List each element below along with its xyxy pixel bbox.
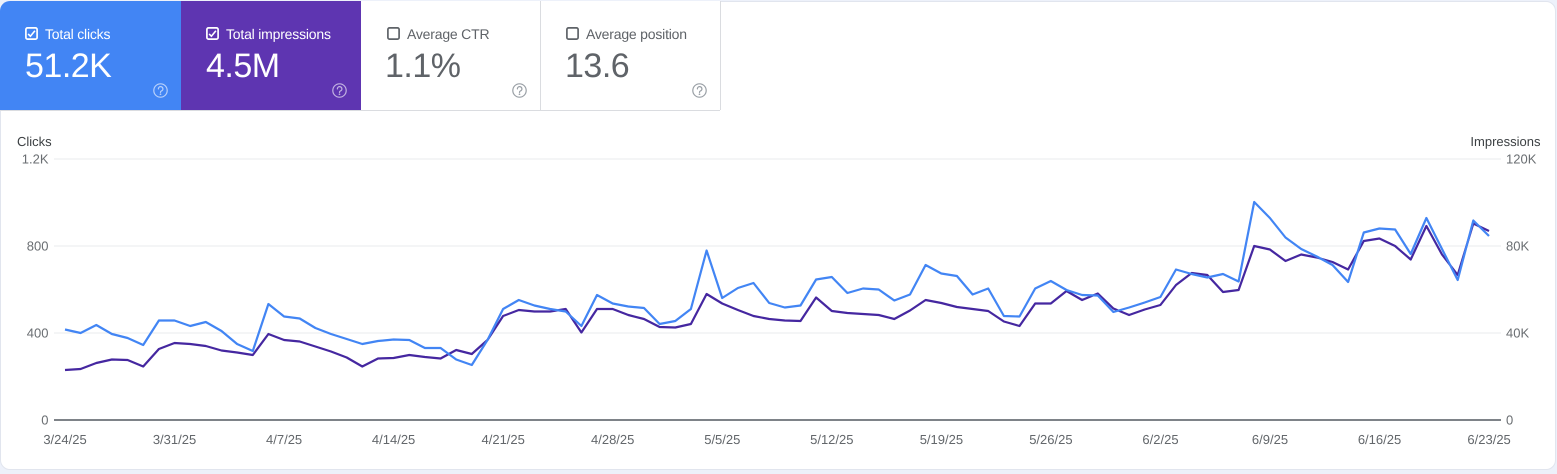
svg-text:400: 400 <box>27 326 49 341</box>
svg-text:4/14/25: 4/14/25 <box>372 432 415 447</box>
svg-text:3/31/25: 3/31/25 <box>153 432 196 447</box>
svg-text:4/28/25: 4/28/25 <box>591 432 634 447</box>
svg-text:5/19/25: 5/19/25 <box>920 432 963 447</box>
svg-text:0: 0 <box>1506 413 1513 428</box>
svg-text:Clicks: Clicks <box>17 134 52 149</box>
svg-text:4/7/25: 4/7/25 <box>266 432 302 447</box>
svg-text:6/9/25: 6/9/25 <box>1252 432 1288 447</box>
svg-text:5/26/25: 5/26/25 <box>1029 432 1072 447</box>
svg-text:Impressions: Impressions <box>1470 134 1541 149</box>
svg-text:6/2/25: 6/2/25 <box>1142 432 1178 447</box>
svg-text:5/5/25: 5/5/25 <box>704 432 740 447</box>
svg-text:120K: 120K <box>1506 152 1537 167</box>
svg-text:800: 800 <box>27 239 49 254</box>
svg-text:3/24/25: 3/24/25 <box>43 432 86 447</box>
svg-text:6/23/25: 6/23/25 <box>1467 432 1510 447</box>
svg-text:80K: 80K <box>1506 239 1529 254</box>
svg-text:6/16/25: 6/16/25 <box>1358 432 1401 447</box>
svg-text:4/21/25: 4/21/25 <box>482 432 525 447</box>
svg-text:5/12/25: 5/12/25 <box>810 432 853 447</box>
svg-text:1.2K: 1.2K <box>22 152 49 167</box>
svg-text:0: 0 <box>41 413 48 428</box>
svg-text:40K: 40K <box>1506 326 1529 341</box>
